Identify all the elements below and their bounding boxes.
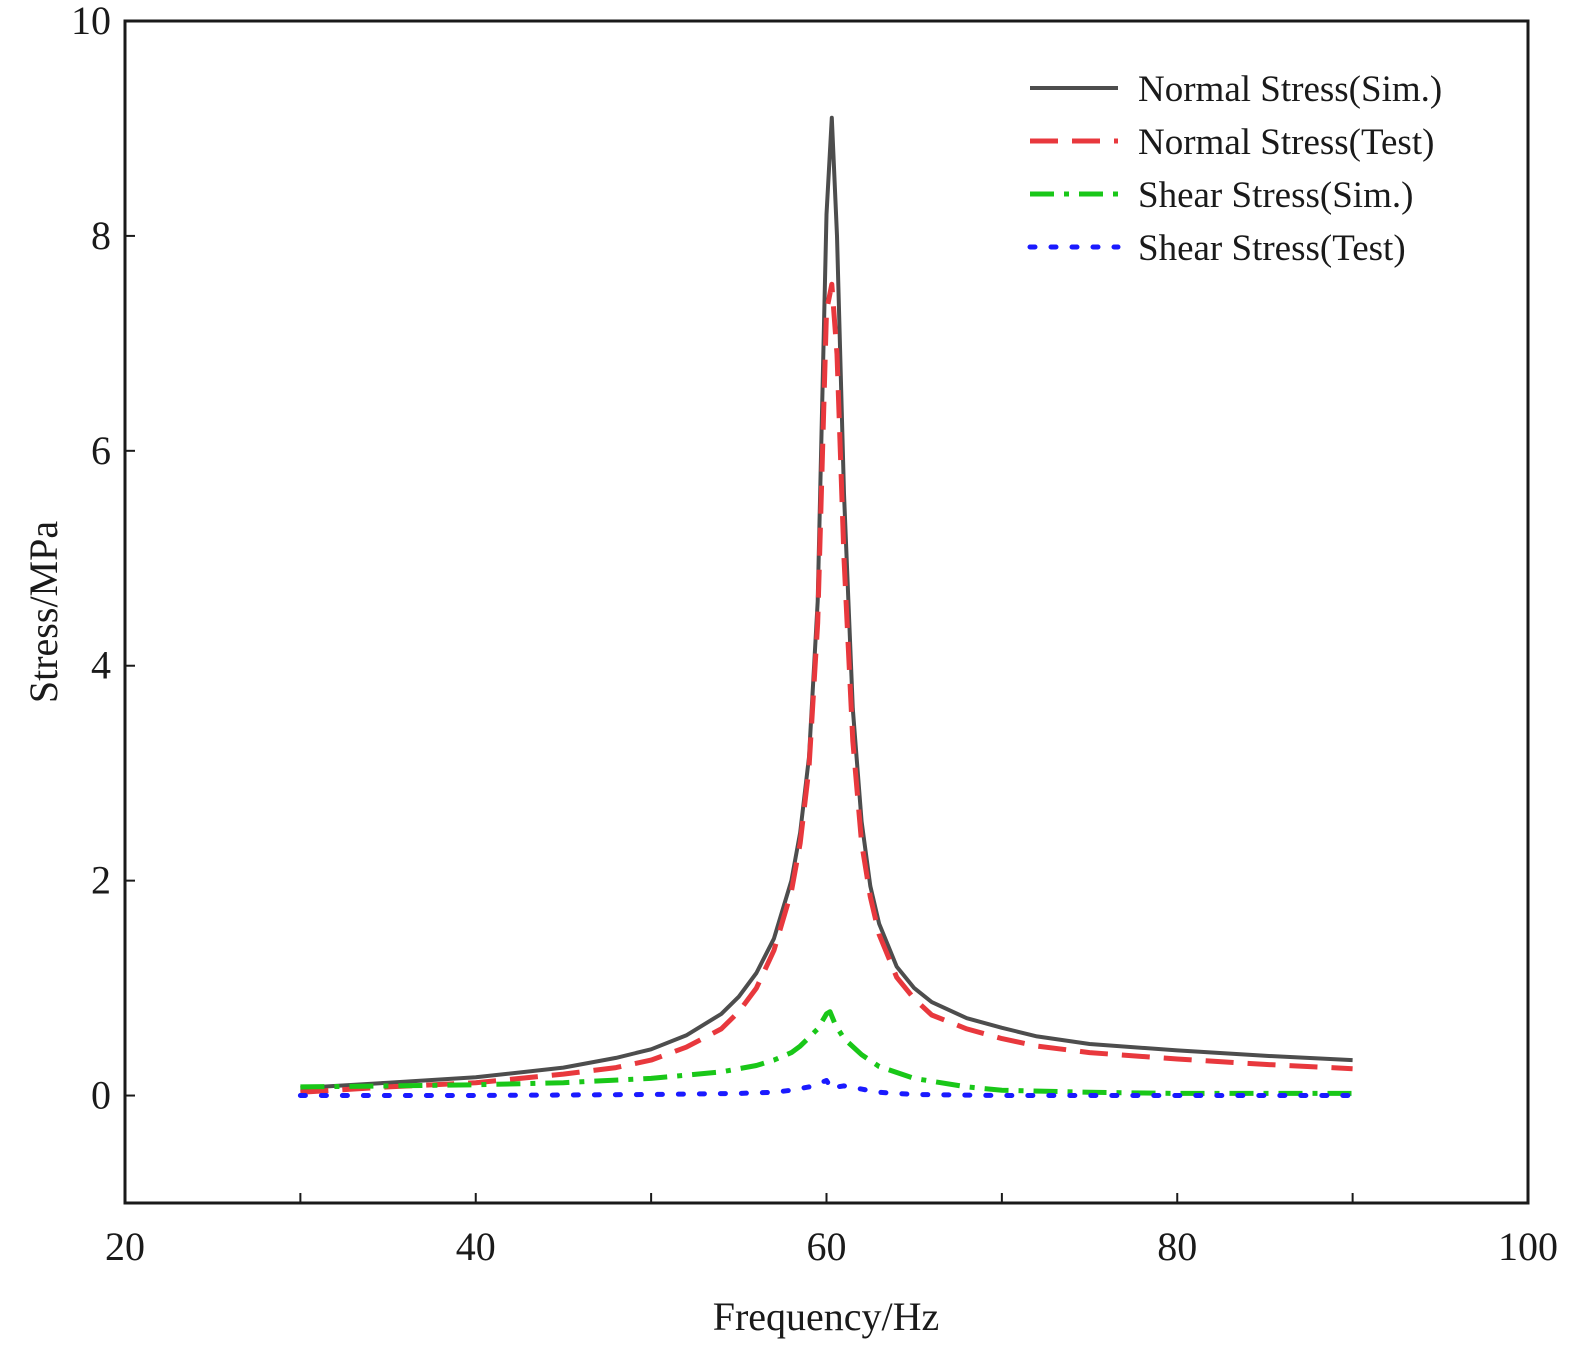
series-line-3 bbox=[300, 1009, 1353, 1096]
x-tick-label: 80 bbox=[1157, 1224, 1197, 1269]
axes: 20 40 60 80 100 0 2 4 6 8 10 bbox=[71, 0, 1558, 1269]
series-line-2 bbox=[300, 281, 1353, 1095]
x-tick-label: 20 bbox=[105, 1224, 145, 1269]
y-tick-label: 2 bbox=[91, 858, 111, 903]
x-tick-label: 60 bbox=[807, 1224, 847, 1269]
y-tick-label: 6 bbox=[91, 428, 111, 473]
legend-label-3: Shear Stress(Sim.) bbox=[1138, 175, 1413, 216]
legend-label-2: Normal Stress(Test) bbox=[1138, 122, 1434, 163]
x-tick-label: 40 bbox=[456, 1224, 496, 1269]
y-axis-label: Stress/MPa bbox=[21, 521, 66, 703]
legend-label-1: Normal Stress(Sim.) bbox=[1138, 69, 1442, 110]
legend-label-4: Shear Stress(Test) bbox=[1138, 228, 1406, 269]
series-line-4 bbox=[297, 1078, 1356, 1098]
y-tick-label: 0 bbox=[91, 1073, 111, 1118]
y-tick-label: 4 bbox=[91, 643, 111, 688]
legend: Normal Stress(Sim.) Normal Stress(Test) Sh… bbox=[1027, 69, 1442, 269]
series-line-1 bbox=[300, 115, 1353, 1090]
x-axis-label: Frequency/Hz bbox=[713, 1294, 940, 1339]
plot-area bbox=[297, 115, 1356, 1098]
x-tick-label: 100 bbox=[1498, 1224, 1558, 1269]
y-tick-label: 10 bbox=[71, 0, 111, 43]
y-tick-label: 8 bbox=[91, 213, 111, 258]
